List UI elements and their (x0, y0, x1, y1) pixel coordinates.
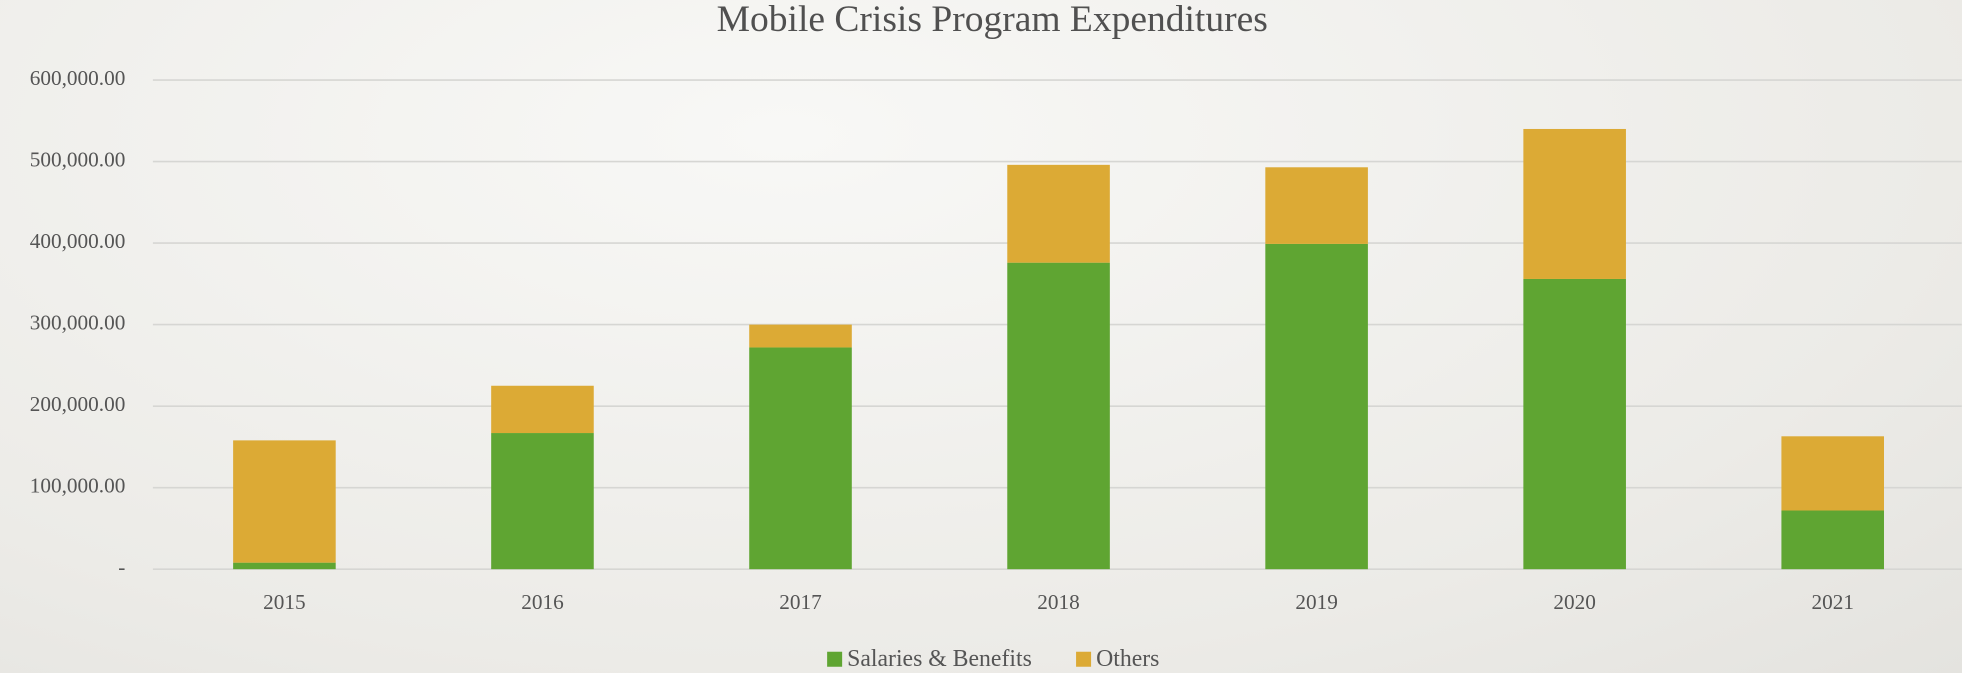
bar-segment (1265, 167, 1368, 244)
x-tick-label: 2015 (263, 590, 306, 614)
legend-swatch (1076, 651, 1092, 667)
y-tick-label: 400,000.00 (30, 229, 126, 253)
y-tick-label: - (118, 555, 125, 579)
bar-segment (233, 562, 336, 570)
x-tick-label: 2020 (1553, 590, 1596, 614)
legend-swatch (827, 651, 843, 667)
y-tick-label: 100,000.00 (30, 474, 126, 498)
bar-segment (491, 385, 594, 434)
bar-segment (1265, 243, 1368, 570)
x-tick-label: 2016 (521, 590, 564, 614)
y-tick-label: 200,000.00 (30, 392, 126, 416)
x-tick-label: 2021 (1811, 590, 1853, 614)
bar-segment (1781, 436, 1884, 511)
x-tick-label: 2018 (1037, 590, 1080, 614)
y-tick-label: 600,000.00 (30, 66, 126, 90)
bar-segment (491, 433, 594, 570)
bar-segment (233, 440, 336, 563)
y-tick-label: 300,000.00 (30, 310, 126, 334)
x-tick-label: 2017 (779, 590, 822, 614)
x-tick-label: 2019 (1295, 590, 1338, 614)
bar-segment (749, 324, 852, 348)
bar-segment (1007, 164, 1110, 263)
bar-segment (749, 347, 852, 570)
legend-label: Salaries & Benefits (847, 646, 1032, 672)
bar-segment (1523, 128, 1626, 279)
bar-segment (1007, 262, 1110, 570)
bar-segment (1523, 278, 1626, 570)
chart-title: Mobile Crisis Program Expenditures (717, 0, 1268, 40)
legend-label: Others (1096, 646, 1159, 672)
bar-segment (1781, 510, 1884, 570)
y-tick-label: 500,000.00 (30, 147, 126, 171)
